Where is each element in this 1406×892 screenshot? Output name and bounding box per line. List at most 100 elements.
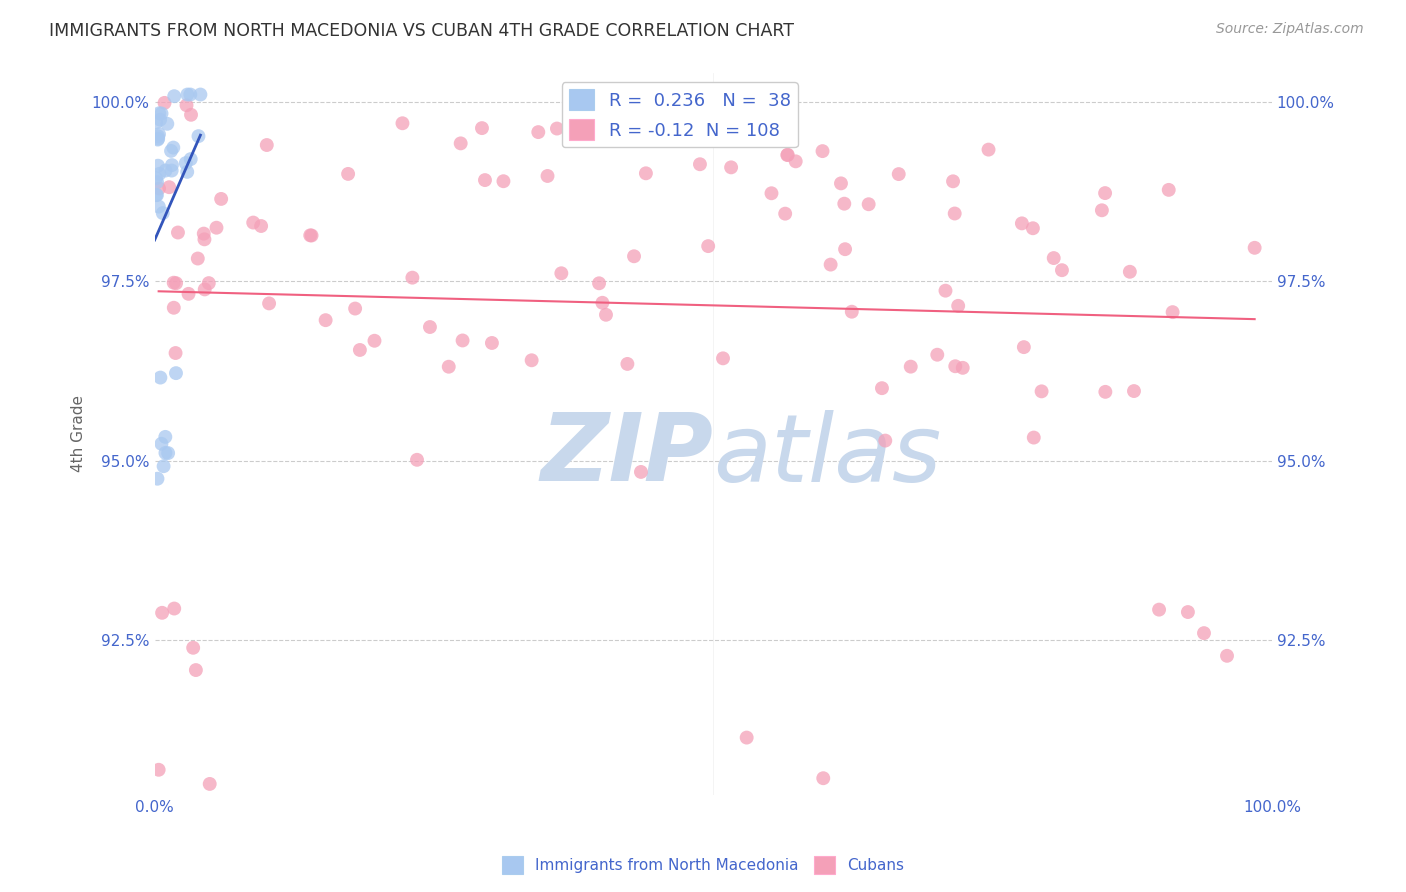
- Point: [623, 249, 645, 263]
- Point: [176, 87, 198, 102]
- Point: [299, 228, 322, 243]
- Point: [858, 197, 880, 211]
- Point: [149, 112, 172, 127]
- Point: [720, 161, 742, 175]
- Point: [711, 351, 734, 366]
- Point: [146, 132, 169, 146]
- Point: [550, 266, 572, 280]
- Point: [146, 188, 169, 202]
- Point: [152, 206, 174, 220]
- Point: [181, 640, 204, 655]
- Text: IMMIGRANTS FROM NORTH MACEDONIA VS CUBAN 4TH GRADE CORRELATION CHART: IMMIGRANTS FROM NORTH MACEDONIA VS CUBAN…: [49, 22, 794, 40]
- Point: [146, 129, 169, 144]
- Point: [194, 282, 217, 296]
- Point: [156, 117, 179, 131]
- Point: [242, 216, 264, 230]
- Point: [163, 301, 186, 315]
- Point: [900, 359, 922, 374]
- Point: [344, 301, 367, 316]
- Point: [176, 165, 198, 179]
- Point: [492, 174, 515, 188]
- Point: [1157, 183, 1180, 197]
- Point: [773, 207, 796, 221]
- Point: [811, 144, 834, 158]
- Point: [630, 465, 652, 479]
- Point: [451, 334, 474, 348]
- Point: [163, 276, 186, 290]
- Point: [187, 129, 209, 144]
- Point: [474, 173, 496, 187]
- Point: [150, 106, 173, 120]
- Point: [198, 777, 221, 791]
- Point: [205, 220, 228, 235]
- Point: [250, 219, 273, 233]
- Point: [1042, 251, 1064, 265]
- Point: [875, 434, 897, 448]
- Point: [834, 242, 856, 256]
- Point: [167, 226, 190, 240]
- Point: [588, 277, 610, 291]
- Point: [349, 343, 371, 357]
- Point: [152, 459, 174, 474]
- Point: [157, 180, 180, 194]
- Point: [591, 295, 613, 310]
- Point: [163, 601, 186, 615]
- Point: [942, 174, 965, 188]
- Point: [887, 167, 910, 181]
- Point: [160, 158, 183, 172]
- Point: [148, 200, 170, 214]
- Point: [830, 177, 852, 191]
- Point: [1123, 384, 1146, 398]
- Point: [146, 472, 169, 486]
- Point: [1216, 648, 1239, 663]
- Point: [1091, 203, 1114, 218]
- Point: [150, 437, 173, 451]
- Point: [187, 252, 209, 266]
- Legend: Immigrants from North Macedonia, Cubans: Immigrants from North Macedonia, Cubans: [495, 850, 911, 880]
- Text: ZIP: ZIP: [540, 409, 713, 501]
- Point: [1094, 384, 1116, 399]
- Point: [401, 270, 423, 285]
- Point: [165, 346, 187, 360]
- Point: [776, 148, 799, 162]
- Legend: R =  0.236   N =  38, R = -0.12  N = 108: R = 0.236 N = 38, R = -0.12 N = 108: [561, 82, 797, 147]
- Point: [841, 304, 863, 318]
- Point: [165, 366, 187, 380]
- Point: [174, 156, 197, 170]
- Point: [193, 232, 215, 246]
- Point: [1147, 602, 1170, 616]
- Point: [150, 606, 173, 620]
- Point: [952, 360, 974, 375]
- Point: [761, 186, 783, 201]
- Point: [1094, 186, 1116, 200]
- Point: [927, 348, 949, 362]
- Point: [832, 196, 855, 211]
- Point: [785, 154, 807, 169]
- Point: [148, 167, 170, 181]
- Point: [471, 121, 494, 136]
- Point: [943, 359, 966, 374]
- Point: [536, 169, 558, 183]
- Point: [1243, 241, 1265, 255]
- Point: [177, 286, 200, 301]
- Point: [180, 108, 202, 122]
- Point: [160, 163, 183, 178]
- Point: [301, 228, 323, 243]
- Point: [145, 115, 167, 129]
- Point: [148, 131, 170, 145]
- Text: Source: ZipAtlas.com: Source: ZipAtlas.com: [1216, 22, 1364, 37]
- Point: [391, 116, 413, 130]
- Point: [1119, 265, 1142, 279]
- Point: [145, 171, 167, 186]
- Point: [257, 296, 280, 310]
- Point: [776, 147, 799, 161]
- Point: [146, 159, 169, 173]
- Point: [155, 446, 177, 460]
- Point: [146, 175, 169, 189]
- Point: [179, 87, 201, 102]
- Point: [943, 206, 966, 220]
- Point: [419, 320, 441, 334]
- Point: [193, 227, 215, 241]
- Point: [155, 163, 177, 178]
- Point: [153, 95, 176, 110]
